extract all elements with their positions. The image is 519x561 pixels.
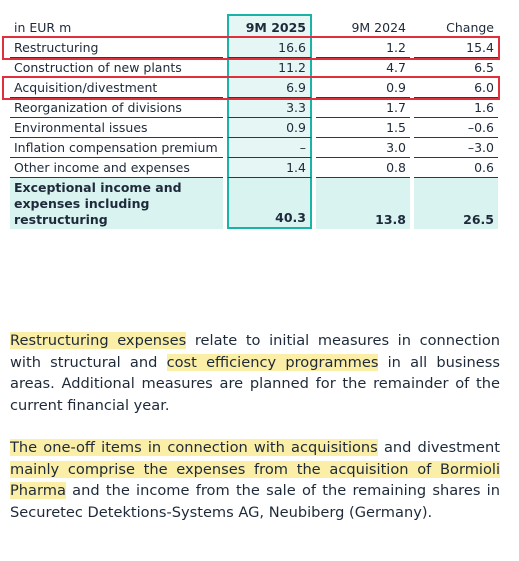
text: and the income from the sale of the rema… bbox=[10, 482, 500, 521]
total-value: 13.8 bbox=[316, 178, 410, 229]
value-cell: 0.6 bbox=[414, 158, 498, 178]
value-cell: 15.4 bbox=[414, 38, 498, 58]
value-cell: 6.5 bbox=[414, 58, 498, 78]
value-cell: 4.7 bbox=[316, 58, 410, 78]
total-value: 40.3 bbox=[227, 178, 312, 229]
value-cell: 6.0 bbox=[414, 78, 498, 98]
value-cell: 0.9 bbox=[227, 118, 312, 138]
paragraph: The one-off items in connection with acq… bbox=[10, 437, 500, 523]
table-body: Restructuring 16.6 1.2 15.4 Construction of … bbox=[10, 38, 498, 229]
exceptional-items-table: in EUR m 9M 2025 9M 2024 Change Restructurin… bbox=[6, 14, 502, 229]
column-header: 9M 2024 bbox=[316, 14, 410, 38]
highlighted-text: cost efficiency programmes bbox=[166, 353, 379, 371]
value-cell: – bbox=[227, 138, 312, 158]
total-label: Exceptional income and expenses includin… bbox=[10, 178, 223, 229]
highlighted-text: The one-off items in connection with acq… bbox=[10, 439, 378, 456]
value-cell: 0.8 bbox=[316, 158, 410, 178]
row-label: Construction of new plants bbox=[10, 58, 223, 78]
value-cell: 1.6 bbox=[414, 98, 498, 118]
value-cell: –3.0 bbox=[414, 138, 498, 158]
row-label: Acquisition/divestment bbox=[10, 78, 223, 98]
table-row: Acquisition/divestment 6.9 0.9 6.0 bbox=[10, 78, 498, 98]
row-label: Other income and expenses bbox=[10, 158, 223, 178]
highlighted-text: Restructuring expenses bbox=[10, 332, 187, 349]
total-value: 26.5 bbox=[414, 178, 498, 229]
header-row: in EUR m 9M 2025 9M 2024 Change bbox=[10, 14, 498, 38]
value-cell: 6.9 bbox=[227, 78, 312, 98]
total-row: Exceptional income and expenses includin… bbox=[10, 178, 498, 229]
column-header: Change bbox=[414, 14, 498, 38]
value-cell: 1.5 bbox=[316, 118, 410, 138]
value-cell: 0.9 bbox=[316, 78, 410, 98]
row-label: Restructuring bbox=[10, 38, 223, 58]
table-row: Inflation compensation premium –3.0 –3.0 bbox=[10, 138, 498, 158]
paragraph: Restructuring expenses relate to initial… bbox=[10, 330, 500, 416]
table-row: Environmental issues 0.9 1.5 –0.6 bbox=[10, 118, 498, 138]
row-label: Reorganization of divisions bbox=[10, 98, 223, 118]
value-cell: 1.4 bbox=[227, 158, 312, 178]
value-cell: –0.6 bbox=[414, 118, 498, 138]
value-cell: 11.2 bbox=[227, 58, 312, 78]
value-cell: 1.2 bbox=[316, 38, 410, 58]
value-cell: 16.6 bbox=[227, 38, 312, 58]
text: and divestment bbox=[377, 439, 500, 456]
table-row: Reorganization of divisions 3.3 1.7 1.6 bbox=[10, 98, 498, 118]
value-cell: 3.3 bbox=[227, 98, 312, 118]
table-row: Construction of new plants 11.2 4.7 6.5 bbox=[10, 58, 498, 78]
row-label: Inflation compensation premium bbox=[10, 138, 223, 158]
row-label: Environmental issues bbox=[10, 118, 223, 138]
text: relate to initial measures in connection… bbox=[10, 332, 500, 371]
table-row: Other income and expenses 1.4 0.8 0.6 bbox=[10, 158, 498, 178]
column-header: 9M 2025 bbox=[227, 14, 312, 38]
value-cell: 1.7 bbox=[316, 98, 410, 118]
value-cell: 3.0 bbox=[316, 138, 410, 158]
table-row: Restructuring 16.6 1.2 15.4 bbox=[10, 38, 498, 58]
text: in all business areas. Additional measur… bbox=[10, 353, 500, 414]
column-header: in EUR m bbox=[10, 14, 223, 38]
